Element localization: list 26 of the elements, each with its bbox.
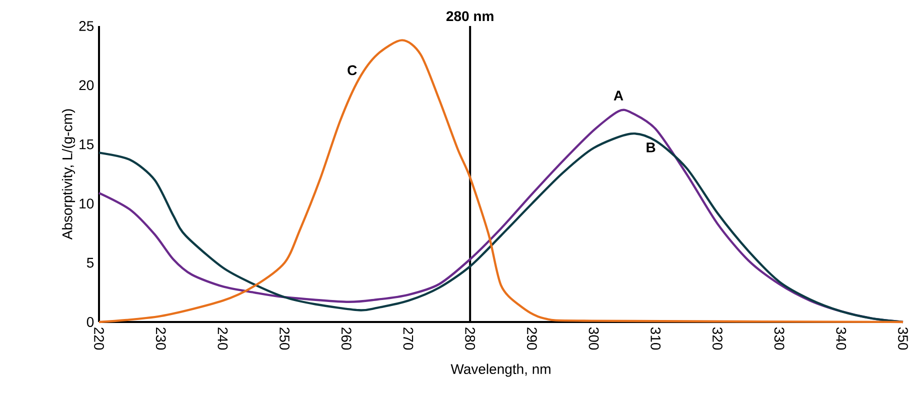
x-tick-label: 330 bbox=[774, 327, 784, 350]
x-axis-title: Wavelength, nm bbox=[450, 364, 550, 377]
y-tick-label: 25 bbox=[79, 21, 94, 31]
x-tick-label: 300 bbox=[588, 327, 599, 350]
x-tick-label: 260 bbox=[341, 328, 352, 350]
series-label: C bbox=[348, 65, 357, 76]
y-tick-label: 20 bbox=[79, 80, 94, 90]
x-tick-label: 350 bbox=[898, 327, 908, 350]
x-tick-label: 340 bbox=[836, 327, 846, 350]
x-tick-label: 290 bbox=[526, 328, 537, 350]
x-tick-label: 310 bbox=[650, 327, 661, 350]
series-label: B bbox=[646, 142, 656, 152]
ref-line-label: 280 nm bbox=[446, 11, 494, 22]
series-label: A bbox=[614, 90, 624, 100]
y-tick-label: 15 bbox=[80, 140, 94, 150]
x-tick-label: 220 bbox=[94, 328, 104, 350]
x-tick-label: 240 bbox=[218, 328, 228, 350]
x-tick-label: 250 bbox=[280, 328, 290, 350]
y-tick-label: 10 bbox=[80, 198, 94, 209]
y-axis-title: Absorptivity, L/(g-cm) bbox=[62, 109, 76, 240]
x-tick-label: 270 bbox=[403, 328, 414, 350]
x-tick-label: 320 bbox=[712, 327, 722, 350]
x-tick-label: 280 bbox=[465, 328, 476, 350]
y-tick-label: 5 bbox=[86, 258, 94, 268]
y-tick-label: 0 bbox=[86, 317, 94, 327]
x-tick-label: 230 bbox=[156, 328, 166, 350]
